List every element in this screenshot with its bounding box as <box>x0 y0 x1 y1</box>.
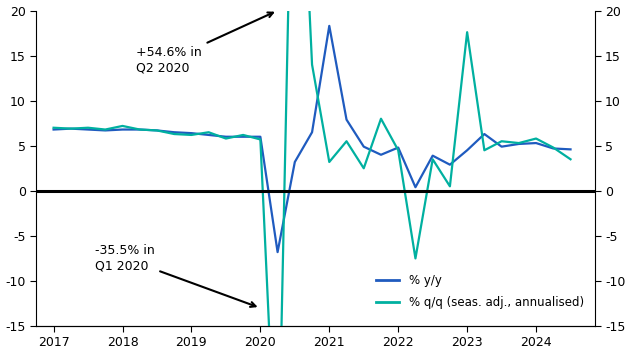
Text: +54.6% in
Q2 2020: +54.6% in Q2 2020 <box>136 12 273 74</box>
Text: -35.5% in
Q1 2020: -35.5% in Q1 2020 <box>95 245 256 307</box>
Legend: % y/y, % q/q (seas. adj., annualised): % y/y, % q/q (seas. adj., annualised) <box>371 269 589 314</box>
